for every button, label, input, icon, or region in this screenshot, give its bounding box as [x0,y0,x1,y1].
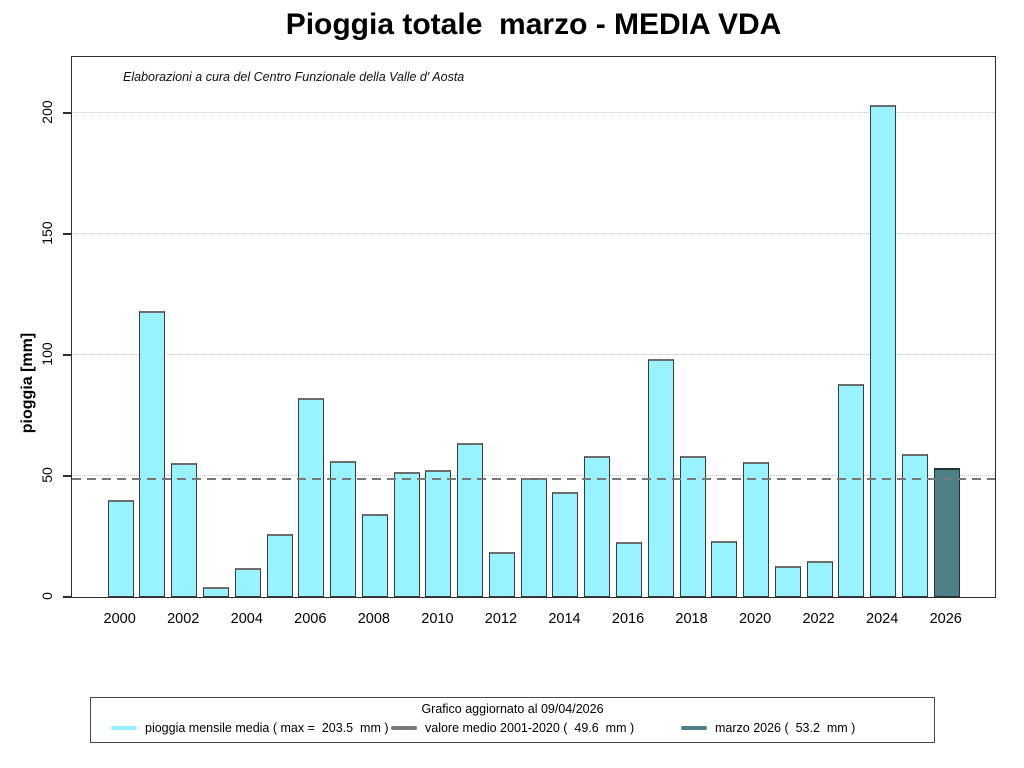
bar-2000 [107,499,134,597]
bar-2010 [425,469,452,597]
gridline-100 [72,354,995,356]
x-tick-label-2010: 2010 [421,611,454,627]
y-tick-mark-200 [63,112,71,114]
x-tick-label-2026: 2026 [929,611,962,627]
bar-2021 [774,566,801,597]
y-tick-mark-150 [63,233,71,235]
y-tick-mark-50 [63,475,71,477]
x-tick-label-2014: 2014 [548,611,581,627]
bar-2012 [488,551,515,597]
bar-2001 [139,311,166,597]
bar-2016 [616,542,643,597]
bar-2024 [870,104,897,597]
bar-2002 [171,462,198,597]
x-tick-label-2004: 2004 [230,611,263,627]
bar-2008 [361,513,388,597]
chart-subtitle: Elaborazioni a cura del Centro Funzional… [123,70,465,84]
bar-2014 [552,492,579,597]
legend-line-swatch [391,726,417,730]
x-tick-label-2020: 2020 [738,611,772,627]
legend-item-label: marzo 2026 ( 53.2 mm ) [715,721,856,735]
x-tick-label-2022: 2022 [802,611,835,627]
x-tick-label-2012: 2012 [484,611,518,627]
x-tick-label-2024: 2024 [866,611,899,627]
legend-title: Grafico aggiornato al 09/04/2026 [421,702,604,716]
legend-line-swatch [111,726,137,730]
x-tick-label-2016: 2016 [611,611,645,627]
bar-2025 [901,453,928,597]
legend-item-label: valore medio 2001-2020 ( 49.6 mm ) [425,721,635,735]
bar-2026 [933,468,960,597]
plot-area: Elaborazioni a cura del Centro Funzional… [19,56,996,598]
gridline-50 [72,475,995,477]
legend-item-1: valore medio 2001-2020 ( 49.6 mm ) [391,720,634,736]
legend-item-2: marzo 2026 ( 53.2 mm ) [681,720,855,736]
x-tick-label-2002: 2002 [167,611,200,627]
y-tick-label-0: 0 [39,592,55,600]
bar-2009 [393,471,420,597]
chart-title: Pioggia totale marzo - MEDIA VDA [285,8,782,41]
legend-line-swatch [681,726,707,730]
y-tick-mark-0 [63,596,71,598]
mean-reference-line [72,477,995,480]
x-tick-label-2018: 2018 [675,611,708,627]
bar-2020 [743,461,770,597]
bar-2003 [203,586,229,597]
legend-box: Grafico aggiornato al 09/04/2026 pioggia… [90,697,935,743]
bar-2004 [234,568,261,597]
bar-2018 [679,455,706,597]
gridline-200 [72,112,995,114]
y-tick-label-100: 100 [39,342,55,366]
bar-2011 [457,442,484,597]
x-tick-label-2008: 2008 [357,611,390,627]
y-tick-label-200: 200 [39,100,55,124]
x-tick-label-2006: 2006 [294,611,327,627]
y-tick-mark-100 [63,354,71,356]
bar-2013 [520,478,547,597]
bar-2006 [298,398,325,597]
y-tick-label-50: 50 [39,467,55,483]
bar-2023 [838,383,865,597]
legend-item-label: pioggia mensile media ( max = 203.5 mm ) [145,721,389,735]
x-tick-label-2000: 2000 [103,611,136,627]
bar-2005 [266,534,293,597]
gridline-150 [72,233,995,235]
legend-item-0: pioggia mensile media ( max = 203.5 mm ) [111,720,389,736]
bar-2007 [330,460,357,597]
bar-2022 [806,561,833,597]
bar-2019 [711,540,738,597]
y-tick-label-150: 150 [39,221,55,245]
